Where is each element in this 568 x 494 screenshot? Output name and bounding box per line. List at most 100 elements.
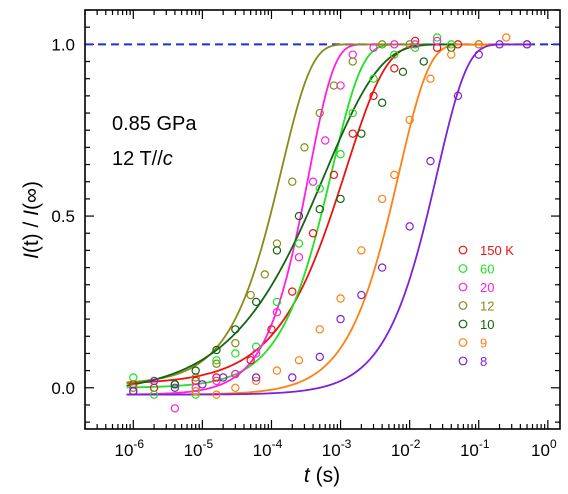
data-point	[231, 383, 240, 392]
data-point	[149, 390, 159, 399]
data-point	[218, 373, 228, 382]
x-tick-label: 10-1	[460, 437, 490, 460]
data-point	[398, 67, 408, 77]
data-point	[251, 349, 261, 358]
data-point	[315, 325, 324, 334]
data-point	[405, 222, 414, 231]
legend-marker	[458, 282, 468, 292]
data-point	[272, 246, 282, 255]
data-point	[288, 177, 297, 186]
data-point	[474, 40, 483, 49]
data-point	[294, 253, 304, 262]
data-point	[426, 156, 435, 166]
data-point	[212, 345, 221, 355]
x-axis-label: t (s)	[304, 464, 340, 487]
data-point	[336, 194, 345, 204]
legend: 150 K 60 20 12 10 9 8	[458, 243, 514, 369]
data-point	[231, 338, 240, 348]
data-point	[377, 263, 387, 272]
data-point	[357, 290, 366, 300]
data-point	[432, 33, 442, 42]
data-point	[348, 129, 357, 138]
data-point	[198, 380, 207, 389]
data-point	[267, 325, 276, 334]
data-point	[495, 40, 504, 49]
data-point	[129, 373, 138, 382]
legend-marker	[458, 264, 468, 273]
data-point	[447, 50, 456, 59]
legend-marker	[458, 245, 468, 255]
data-point	[321, 136, 330, 145]
legend-marker	[458, 301, 468, 310]
data-point	[377, 194, 387, 204]
x-tick-label: 10-3	[322, 437, 352, 460]
data-point	[191, 383, 200, 392]
legend-label: 150 K	[480, 243, 514, 258]
plot-frame	[84, 9, 561, 430]
data-point	[390, 40, 399, 49]
data-point	[369, 74, 378, 83]
data-point	[170, 383, 180, 392]
x-tick-label: 10-4	[253, 437, 283, 460]
data-point	[272, 297, 282, 307]
data-point	[308, 229, 318, 238]
data-point	[405, 40, 414, 49]
data-point	[288, 373, 297, 382]
y-tick-label: 0.5	[51, 207, 75, 226]
data-point	[170, 404, 180, 413]
data-point	[348, 50, 357, 59]
data-point	[251, 376, 261, 386]
data-point	[348, 108, 357, 118]
x-tick-label: 100	[531, 437, 557, 460]
data-point	[502, 33, 511, 42]
data-point	[410, 40, 420, 49]
fit-curves-layer	[126, 43, 533, 396]
x-tick-label: 10-2	[391, 437, 421, 460]
data-point	[294, 356, 304, 365]
data-point	[246, 290, 255, 300]
annotation-field: 12 T//c	[112, 148, 173, 170]
x-tick-label: 10-5	[184, 437, 214, 460]
fit-curve	[126, 43, 533, 387]
annotation-pressure: 0.85 GPa	[112, 113, 197, 135]
data-point	[336, 294, 345, 303]
data-point	[447, 40, 456, 49]
data-point	[315, 352, 324, 362]
data-point	[419, 57, 428, 66]
data-point	[369, 43, 378, 52]
data-point	[212, 390, 221, 399]
data-point	[369, 91, 378, 101]
data-point	[474, 50, 483, 59]
data-point	[357, 129, 366, 138]
data-point	[329, 170, 339, 180]
data-point	[329, 81, 339, 90]
data-point	[231, 349, 240, 358]
legend-label: 20	[480, 280, 494, 295]
y-tick-label: 1.0	[51, 35, 75, 54]
legend-marker	[458, 356, 468, 366]
y-tick-label: 0.0	[51, 379, 75, 398]
data-point	[377, 98, 387, 107]
data-point	[212, 359, 221, 368]
legend-label: 9	[480, 336, 487, 351]
data-point	[336, 150, 345, 159]
legend-label: 10	[480, 317, 494, 332]
legend-label: 12	[480, 299, 494, 314]
data-point	[300, 143, 309, 152]
fit-curve	[126, 43, 533, 389]
x-tick-labels: 10-6 10-5 10-4 10-3 10-2 10-1 100	[114, 437, 556, 460]
legend-marker	[458, 338, 468, 347]
data-point	[432, 36, 442, 46]
data-point	[522, 40, 532, 49]
data-point	[453, 91, 463, 101]
data-point	[315, 184, 324, 193]
x-tick-label: 10-6	[114, 437, 144, 460]
data-point	[129, 387, 138, 396]
data-point	[294, 239, 304, 248]
data-point	[390, 64, 399, 73]
y-tick-labels: 0.0 0.5 1.0	[51, 35, 75, 397]
ticks-layer	[84, 9, 560, 429]
data-point	[357, 246, 366, 255]
data-point	[288, 287, 297, 296]
